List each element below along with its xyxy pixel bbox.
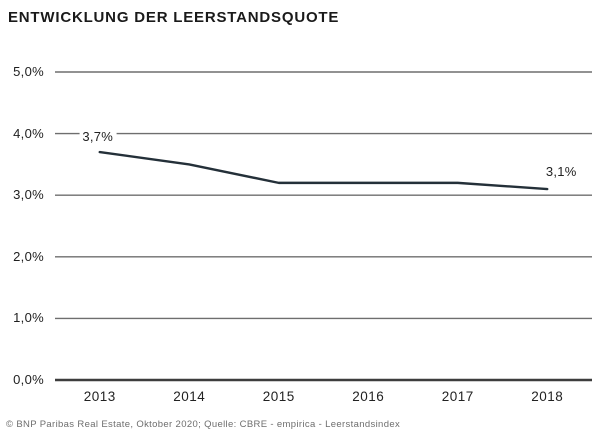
y-tick-label: 1,0% [13, 310, 44, 326]
y-tick-label: 3,0% [13, 187, 44, 203]
source-note: © BNP Paribas Real Estate, Oktober 2020;… [6, 419, 401, 430]
chart-title: ENTWICKLUNG DER LEERSTANDSQUOTE [8, 9, 340, 26]
x-tick-label: 2014 [173, 389, 206, 404]
y-tick-label: 4,0% [13, 125, 44, 141]
y-tick-label: 5,0% [13, 64, 44, 79]
x-tick-label: 2017 [441, 389, 474, 404]
vacancy-rate-line [98, 150, 549, 191]
point-value-label: 3,1% [542, 164, 580, 180]
x-tick-label: 2018 [531, 389, 564, 404]
x-tick-label: 2013 [83, 389, 116, 404]
x-tick-label: 2015 [262, 389, 295, 404]
y-tick-label: 2,0% [13, 248, 44, 264]
y-tick-label: 0,0% [13, 372, 44, 387]
x-tick-label: 2016 [352, 389, 385, 404]
point-value-label: 3,7% [79, 129, 117, 145]
